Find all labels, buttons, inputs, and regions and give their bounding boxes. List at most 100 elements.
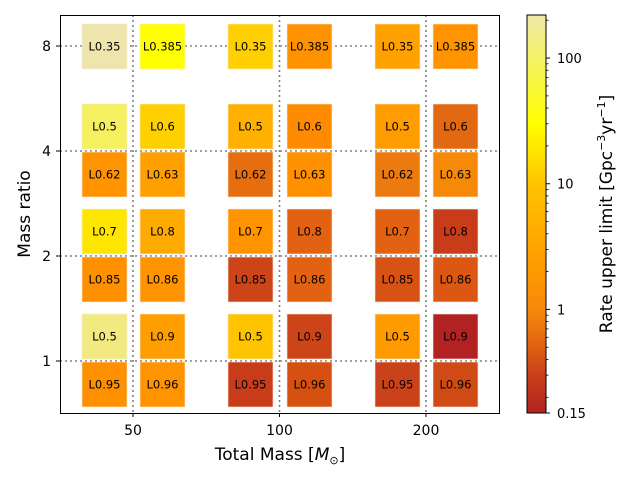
heatmap-cell: L0.95 bbox=[81, 361, 128, 408]
cell-label: L0.8 bbox=[150, 225, 175, 239]
heatmap-cell: L0.5 bbox=[81, 103, 128, 150]
cell-label: L0.62 bbox=[234, 168, 266, 182]
cell-label: L0.5 bbox=[238, 330, 263, 344]
y-tick-label: 2 bbox=[42, 249, 51, 265]
y-axis-ticks: 1 2 4 8 bbox=[42, 39, 60, 370]
y-tick-label: 1 bbox=[42, 354, 51, 370]
cell-label: L0.385 bbox=[143, 40, 182, 54]
heatmap-cell: L0.6 bbox=[139, 103, 186, 150]
cell-label: L0.96 bbox=[439, 378, 471, 392]
cell-rect bbox=[227, 313, 274, 360]
cell-rect bbox=[139, 313, 186, 360]
cell-label: L0.8 bbox=[297, 225, 322, 239]
cell-rect bbox=[432, 361, 479, 408]
cell-rect bbox=[432, 256, 479, 303]
cell-rect bbox=[81, 361, 128, 408]
cell-rect bbox=[432, 151, 479, 198]
cell-label: L0.8 bbox=[443, 225, 468, 239]
cell-label: L0.62 bbox=[88, 168, 120, 182]
cell-rect bbox=[374, 313, 421, 360]
cell-rect bbox=[286, 313, 333, 360]
cell-label: L0.5 bbox=[385, 120, 410, 134]
heatmap-cell: L0.63 bbox=[139, 151, 186, 198]
heatmap-cell: L0.7 bbox=[81, 208, 128, 255]
cell-rect bbox=[227, 103, 274, 150]
cell-rect bbox=[139, 23, 186, 70]
cell-rect bbox=[374, 103, 421, 150]
colorbar-tick-label: 10 bbox=[557, 178, 574, 193]
heatmap-cell: L0.62 bbox=[81, 151, 128, 198]
cell-label: L0.63 bbox=[146, 168, 178, 182]
cell-rect bbox=[227, 361, 274, 408]
cell-rect bbox=[81, 151, 128, 198]
cell-rect bbox=[81, 103, 128, 150]
x-tick-label: 100 bbox=[266, 423, 293, 439]
cell-label: L0.85 bbox=[234, 273, 266, 287]
cell-rect bbox=[81, 256, 128, 303]
heatmap-cell: L0.5 bbox=[227, 313, 274, 360]
heatmap-cell: L0.6 bbox=[432, 103, 479, 150]
cell-label: L0.7 bbox=[92, 225, 117, 239]
heatmap-cell: L0.63 bbox=[286, 151, 333, 198]
cell-label: L0.85 bbox=[88, 273, 120, 287]
heatmap-cell: L0.35 bbox=[81, 23, 128, 70]
cell-label: L0.86 bbox=[146, 273, 178, 287]
colorbar-tick-label: 0.15 bbox=[557, 407, 586, 422]
cell-rect bbox=[227, 151, 274, 198]
x-tick-label: 200 bbox=[413, 423, 440, 439]
cell-rect bbox=[374, 23, 421, 70]
colorbar-tick-label: 100 bbox=[557, 52, 582, 67]
heatmap-cell: L0.35 bbox=[374, 23, 421, 70]
heatmap-cell: L0.95 bbox=[227, 361, 274, 408]
cell-label: L0.96 bbox=[293, 378, 325, 392]
heatmap-cell: L0.5 bbox=[81, 313, 128, 360]
cell-rect bbox=[81, 313, 128, 360]
cell-label: L0.35 bbox=[234, 40, 266, 54]
y-axis-label: Mass ratio bbox=[15, 170, 35, 257]
heatmap-cell: L0.95 bbox=[374, 361, 421, 408]
heatmap-cell: L0.62 bbox=[227, 151, 274, 198]
cell-label: L0.96 bbox=[146, 378, 178, 392]
cell-label: L0.7 bbox=[385, 225, 410, 239]
cell-rect bbox=[374, 256, 421, 303]
cell-label: L0.86 bbox=[439, 273, 471, 287]
heatmap-cell: L0.86 bbox=[139, 256, 186, 303]
cell-rect bbox=[81, 208, 128, 255]
grid-lines bbox=[60, 15, 499, 413]
cell-rect bbox=[286, 23, 333, 70]
heatmap-cell: L0.385 bbox=[139, 23, 186, 70]
heatmap-cell: L0.85 bbox=[81, 256, 128, 303]
cell-rect bbox=[374, 208, 421, 255]
cell-rect bbox=[286, 103, 333, 150]
cell-rect bbox=[139, 361, 186, 408]
heatmap-cell: L0.6 bbox=[286, 103, 333, 150]
cell-label: L0.5 bbox=[92, 330, 117, 344]
heatmap-cell: L0.7 bbox=[227, 208, 274, 255]
cell-rect bbox=[286, 361, 333, 408]
cell-label: L0.85 bbox=[381, 273, 413, 287]
colorbar-gradient bbox=[526, 14, 547, 414]
cell-label: L0.95 bbox=[88, 378, 120, 392]
cell-rect bbox=[374, 361, 421, 408]
heatmap-cell: L0.96 bbox=[432, 361, 479, 408]
heatmap-cell: L0.86 bbox=[286, 256, 333, 303]
cell-rect bbox=[139, 151, 186, 198]
cell-label: L0.5 bbox=[92, 120, 117, 134]
cell-rect bbox=[374, 151, 421, 198]
cell-label: L0.86 bbox=[293, 273, 325, 287]
heatmap-cell: L0.8 bbox=[286, 208, 333, 255]
cell-rect bbox=[432, 23, 479, 70]
cell-rect bbox=[139, 256, 186, 303]
heatmap-cell: L0.385 bbox=[286, 23, 333, 70]
colorbar-tick-label: 1 bbox=[557, 303, 565, 318]
cell-rect bbox=[286, 208, 333, 255]
y-tick-label: 8 bbox=[42, 39, 51, 55]
heatmap-cell: L0.8 bbox=[432, 208, 479, 255]
heatmap-cell: L0.96 bbox=[139, 361, 186, 408]
cell-rect bbox=[286, 256, 333, 303]
y-tick-label: 4 bbox=[42, 144, 51, 160]
heatmap-cell: L0.85 bbox=[374, 256, 421, 303]
cell-rect bbox=[432, 208, 479, 255]
heatmap-cell: L0.86 bbox=[432, 256, 479, 303]
heatmap-cell: L0.9 bbox=[286, 313, 333, 360]
